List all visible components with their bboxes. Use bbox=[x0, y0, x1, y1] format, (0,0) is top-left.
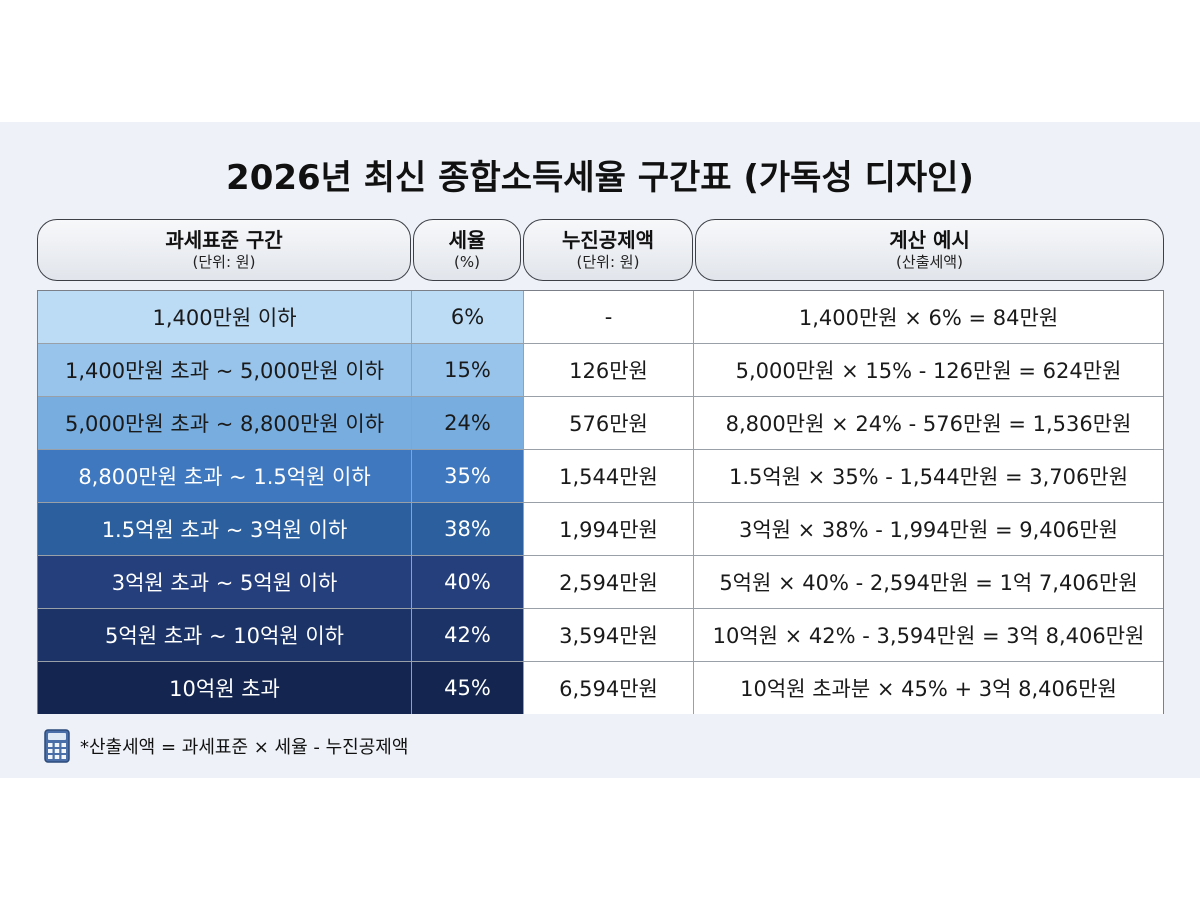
footnote-text: *산출세액 = 과세표준 × 세율 - 누진공제액 bbox=[80, 737, 409, 758]
rate-cell: 6% bbox=[412, 291, 524, 343]
deduction-cell: - bbox=[524, 291, 694, 343]
tax-table: 1,400만원 이하 6% - 1,400만원 × 6% = 84만원 1,40… bbox=[37, 290, 1164, 714]
rate-cell: 45% bbox=[412, 662, 524, 714]
bracket-cell: 5,000만원 초과 ~ 8,800만원 이하 bbox=[38, 397, 412, 449]
table-row: 1,400만원 초과 ~ 5,000만원 이하 15% 126만원 5,000만… bbox=[38, 344, 1163, 397]
example-cell: 5,000만원 × 15% - 126만원 = 624만원 bbox=[694, 344, 1163, 396]
header-rate: 세율 (%) bbox=[413, 219, 521, 281]
bracket-cell: 10억원 초과 bbox=[38, 662, 412, 714]
header-deduction: 누진공제액 (단위: 원) bbox=[523, 219, 693, 281]
rate-cell: 42% bbox=[412, 609, 524, 661]
page-title: 2026년 최신 종합소득세율 구간표 (가독성 디자인) bbox=[226, 158, 974, 198]
table-row: 3억원 초과 ~ 5억원 이하 40% 2,594만원 5억원 × 40% - … bbox=[38, 556, 1163, 609]
header-example: 계산 예시 (산출세액) bbox=[695, 219, 1164, 281]
example-cell: 8,800만원 × 24% - 576만원 = 1,536만원 bbox=[694, 397, 1163, 449]
header-deduction-label: 누진공제액 bbox=[562, 228, 654, 252]
example-cell: 5억원 × 40% - 2,594만원 = 1억 7,406만원 bbox=[694, 556, 1163, 608]
table-row: 8,800만원 초과 ~ 1.5억원 이하 35% 1,544만원 1.5억원 … bbox=[38, 450, 1163, 503]
header-example-unit: (산출세액) bbox=[896, 253, 963, 271]
table-row: 5,000만원 초과 ~ 8,800만원 이하 24% 576만원 8,800만… bbox=[38, 397, 1163, 450]
deduction-cell: 6,594만원 bbox=[524, 662, 694, 714]
deduction-cell: 576만원 bbox=[524, 397, 694, 449]
header-bracket-label: 과세표준 구간 bbox=[165, 228, 283, 252]
rate-cell: 24% bbox=[412, 397, 524, 449]
header-rate-unit: (%) bbox=[454, 253, 480, 271]
bracket-cell: 1,400만원 초과 ~ 5,000만원 이하 bbox=[38, 344, 412, 396]
bracket-cell: 3억원 초과 ~ 5억원 이하 bbox=[38, 556, 412, 608]
deduction-cell: 1,994만원 bbox=[524, 503, 694, 555]
table-row: 5억원 초과 ~ 10억원 이하 42% 3,594만원 10억원 × 42% … bbox=[38, 609, 1163, 662]
bracket-cell: 8,800만원 초과 ~ 1.5억원 이하 bbox=[38, 450, 412, 502]
rate-cell: 38% bbox=[412, 503, 524, 555]
header-bracket: 과세표준 구간 (단위: 원) bbox=[37, 219, 411, 281]
footnote: *산출세액 = 과세표준 × 세율 - 누진공제액 bbox=[44, 728, 408, 764]
deduction-cell: 126만원 bbox=[524, 344, 694, 396]
header-bracket-unit: (단위: 원) bbox=[192, 253, 256, 271]
deduction-cell: 2,594만원 bbox=[524, 556, 694, 608]
bracket-cell: 1,400만원 이하 bbox=[38, 291, 412, 343]
example-cell: 3억원 × 38% - 1,994만원 = 9,406만원 bbox=[694, 503, 1163, 555]
header-deduction-unit: (단위: 원) bbox=[576, 253, 640, 271]
rate-cell: 35% bbox=[412, 450, 524, 502]
example-cell: 10억원 × 42% - 3,594만원 = 3억 8,406만원 bbox=[694, 609, 1163, 661]
deduction-cell: 1,544만원 bbox=[524, 450, 694, 502]
example-cell: 1,400만원 × 6% = 84만원 bbox=[694, 291, 1163, 343]
header-rate-label: 세율 bbox=[448, 228, 486, 252]
example-cell: 10억원 초과분 × 45% + 3억 8,406만원 bbox=[694, 662, 1163, 714]
table-row: 1.5억원 초과 ~ 3억원 이하 38% 1,994만원 3억원 × 38% … bbox=[38, 503, 1163, 556]
table-row: 10억원 초과 45% 6,594만원 10억원 초과분 × 45% + 3억 … bbox=[38, 662, 1163, 714]
table-row: 1,400만원 이하 6% - 1,400만원 × 6% = 84만원 bbox=[38, 291, 1163, 344]
bracket-cell: 5억원 초과 ~ 10억원 이하 bbox=[38, 609, 412, 661]
header-example-label: 계산 예시 bbox=[889, 228, 970, 252]
rate-cell: 40% bbox=[412, 556, 524, 608]
deduction-cell: 3,594만원 bbox=[524, 609, 694, 661]
rate-cell: 15% bbox=[412, 344, 524, 396]
bracket-cell: 1.5억원 초과 ~ 3억원 이하 bbox=[38, 503, 412, 555]
example-cell: 1.5억원 × 35% - 1,544만원 = 3,706만원 bbox=[694, 450, 1163, 502]
calculator-icon bbox=[44, 729, 70, 763]
